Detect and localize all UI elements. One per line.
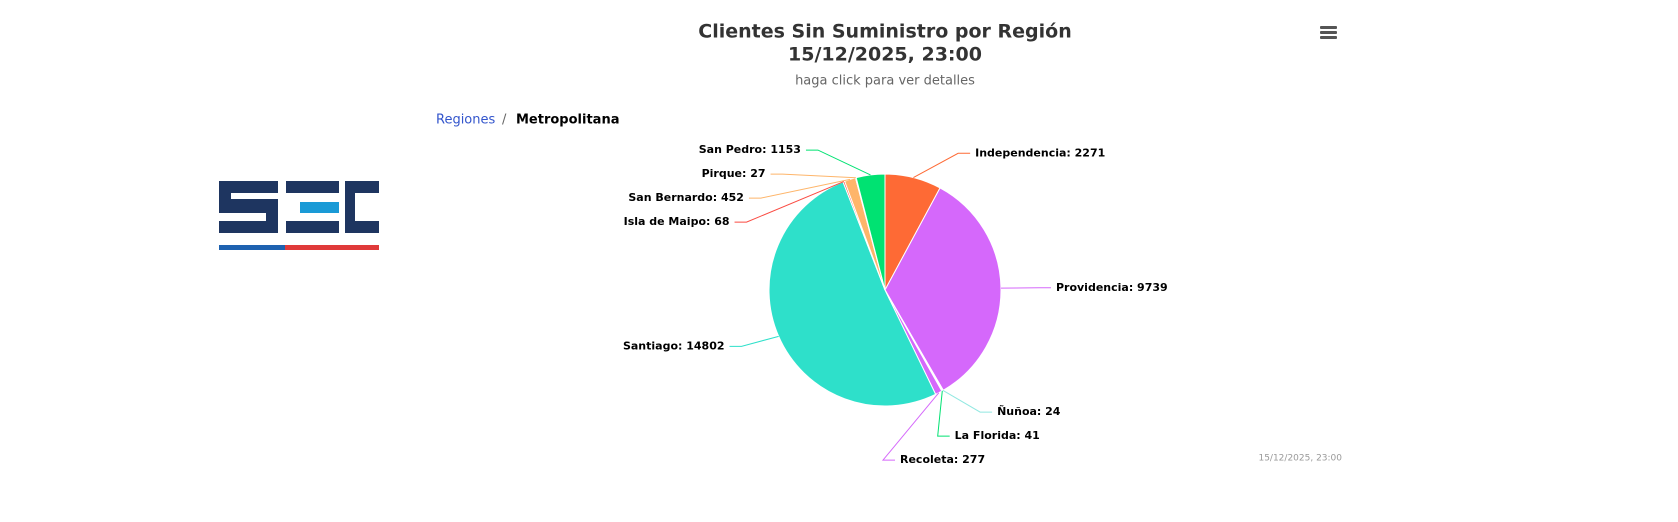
- connector: [730, 336, 779, 346]
- data-label: San Pedro: 1153: [699, 143, 801, 156]
- connector: [913, 153, 970, 177]
- breadcrumb-current: Metropolitana: [516, 113, 619, 128]
- data-label: San Bernardo: 452: [628, 191, 744, 204]
- data-label: Ñuñoa: 24: [997, 405, 1061, 418]
- chart-title: Clientes Sin Suministro por Región: [698, 21, 1071, 43]
- data-label: Pirque: 27: [702, 167, 766, 180]
- menu-button[interactable]: [1320, 26, 1337, 39]
- connector: [806, 150, 871, 175]
- data-label: Santiago: 14802: [623, 339, 725, 352]
- connector: [771, 174, 856, 178]
- data-label: La Florida: 41: [955, 429, 1040, 442]
- data-label: Providencia: 9739: [1056, 281, 1168, 294]
- breadcrumb-link[interactable]: Regiones: [436, 113, 496, 128]
- credits: 15/12/2025, 23:00: [1258, 454, 1342, 464]
- data-label: Recoleta: 277: [900, 453, 985, 466]
- connector: [938, 391, 950, 436]
- logo: [219, 181, 379, 250]
- chart-subtitle: haga click para ver detalles: [795, 74, 975, 89]
- breadcrumb-separator: /: [502, 113, 507, 128]
- data-label: Independencia: 2271: [975, 146, 1105, 159]
- data-label: Isla de Maipo: 68: [624, 215, 730, 228]
- chart-title: 15/12/2025, 23:00: [788, 44, 982, 66]
- connector: [943, 390, 992, 412]
